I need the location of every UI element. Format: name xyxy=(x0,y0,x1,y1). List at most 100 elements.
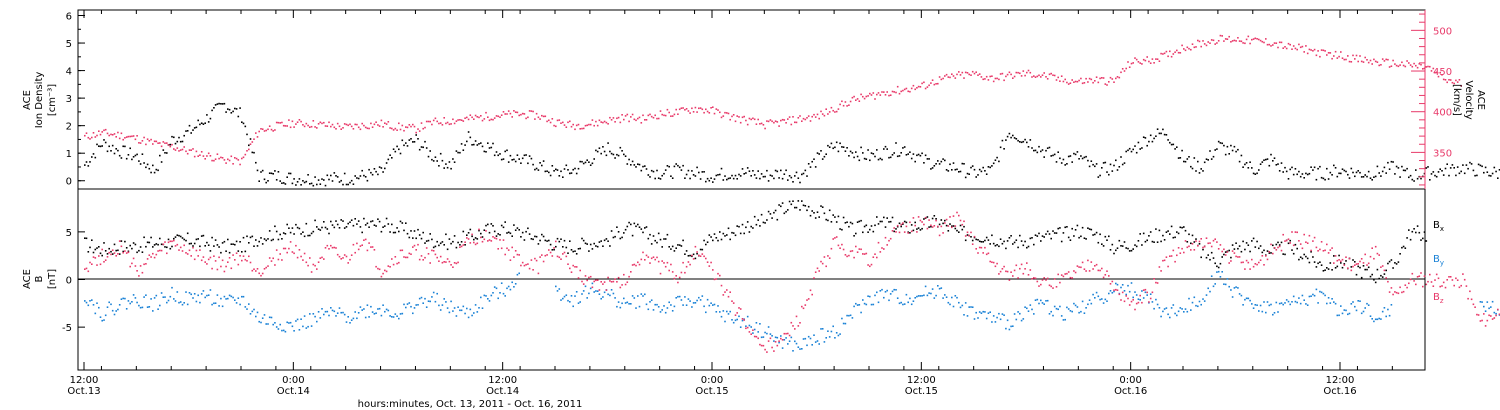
density-point xyxy=(469,136,472,139)
velocity-point xyxy=(1162,53,1164,55)
by-point xyxy=(155,294,158,297)
velocity-point xyxy=(417,128,419,130)
bx-point xyxy=(795,206,798,209)
bx-point xyxy=(452,240,454,243)
by-point xyxy=(1102,302,1105,304)
velocity-point xyxy=(982,78,984,81)
bz-point xyxy=(1033,277,1035,279)
velocity-point xyxy=(1458,79,1461,81)
density-point xyxy=(146,163,149,166)
x-tick-date: Oct.15 xyxy=(695,386,728,397)
bz-point xyxy=(753,335,756,338)
density-point xyxy=(1446,163,1448,165)
bx-point xyxy=(200,235,203,237)
by-point xyxy=(1153,307,1155,310)
bx-point xyxy=(750,225,752,228)
by-point xyxy=(359,306,362,308)
bz-point xyxy=(1299,243,1302,245)
by-point xyxy=(377,308,379,310)
density-point xyxy=(1390,160,1393,163)
bx-point xyxy=(267,238,269,240)
bz-point xyxy=(668,269,670,272)
by-point xyxy=(331,309,334,312)
bz-point xyxy=(385,270,388,273)
bz-point xyxy=(970,231,972,234)
bx-point xyxy=(363,217,365,220)
density-point xyxy=(802,172,805,175)
by-point xyxy=(293,330,295,332)
by-point xyxy=(122,297,124,300)
velocity-point xyxy=(1272,44,1274,46)
by-point xyxy=(666,307,669,309)
velocity-point xyxy=(729,118,731,121)
bx-point xyxy=(436,240,438,243)
bz-point xyxy=(106,256,109,258)
velocity-point xyxy=(1167,55,1169,58)
density-point xyxy=(903,146,906,148)
bz-point xyxy=(684,271,686,274)
bz-point xyxy=(1420,272,1422,274)
density-point xyxy=(584,161,587,164)
velocity-point xyxy=(837,108,840,110)
bx-point xyxy=(384,225,386,227)
velocity-point xyxy=(883,91,885,93)
by-point xyxy=(1261,310,1264,313)
velocity-point xyxy=(600,121,602,123)
bx-point xyxy=(635,225,637,228)
velocity-point xyxy=(291,120,294,123)
density-point xyxy=(120,157,123,159)
density-point xyxy=(331,180,334,182)
by-point xyxy=(570,295,573,297)
by-point xyxy=(750,326,752,328)
bz-point xyxy=(544,254,547,257)
bz-point xyxy=(467,238,470,240)
bz-point xyxy=(410,253,412,255)
bz-point xyxy=(1437,277,1440,280)
by-point xyxy=(938,287,941,290)
by-point xyxy=(952,305,955,308)
bz-point xyxy=(1017,277,1019,279)
density-point xyxy=(1176,146,1178,148)
velocity-point xyxy=(1397,65,1400,68)
bx-point xyxy=(1237,247,1239,250)
density-point xyxy=(1184,160,1187,163)
bx-point xyxy=(181,237,184,239)
velocity-point xyxy=(732,114,735,116)
velocity-point xyxy=(441,124,444,126)
velocity-point xyxy=(1095,76,1098,78)
velocity-point xyxy=(195,150,198,153)
velocity-point xyxy=(853,95,855,98)
density-point xyxy=(1444,167,1447,170)
bx-point xyxy=(293,233,295,235)
by-point xyxy=(588,292,590,295)
velocity-point xyxy=(514,111,517,113)
bx-point xyxy=(500,224,503,227)
density-point xyxy=(630,164,632,166)
by-point xyxy=(1299,302,1302,305)
bz-point xyxy=(656,256,658,259)
bx-point xyxy=(741,223,744,226)
bx-point xyxy=(1008,237,1011,239)
bz-point xyxy=(947,225,950,227)
density-point xyxy=(199,123,201,126)
bz-point xyxy=(382,272,384,275)
bx-point xyxy=(712,239,714,242)
density-point xyxy=(138,160,140,162)
bz-point xyxy=(757,337,759,340)
density-point xyxy=(1265,158,1267,161)
density-point xyxy=(732,177,735,180)
by-point xyxy=(392,316,395,318)
density-point xyxy=(574,167,576,170)
by-point xyxy=(1081,300,1084,303)
bx-point xyxy=(921,227,923,230)
velocity-point xyxy=(487,116,489,118)
density-point xyxy=(839,142,841,145)
bx-point xyxy=(910,224,913,226)
by-point xyxy=(691,306,693,308)
velocity-point xyxy=(1395,64,1398,67)
by-point xyxy=(349,322,351,324)
bz-point xyxy=(832,238,834,240)
bz-point xyxy=(1374,245,1377,248)
bz-point xyxy=(104,259,107,261)
bx-point xyxy=(139,246,142,248)
